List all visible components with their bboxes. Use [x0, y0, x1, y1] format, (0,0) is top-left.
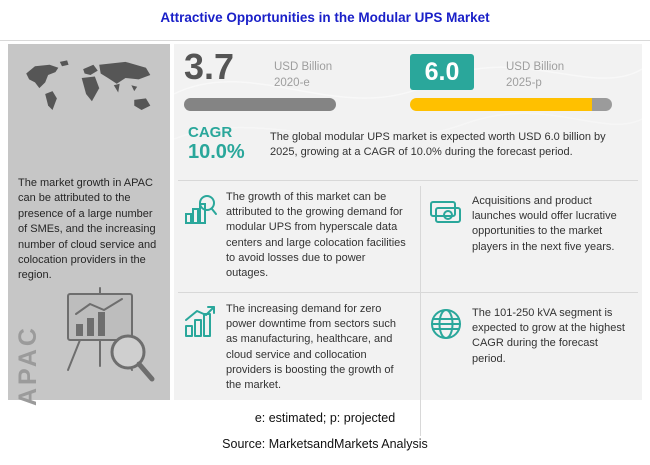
chart-magnifier-icon: [182, 192, 218, 228]
page-title: Attractive Opportunities in the Modular …: [160, 10, 490, 25]
growth-chart-icon: [182, 304, 218, 340]
market-size-projected-unit: USD Billion 2025-p: [506, 60, 564, 91]
divider: [178, 180, 638, 181]
source-note: Source: MarketsandMarkets Analysis: [222, 437, 428, 451]
divider: [420, 186, 421, 436]
cagr-value: 10.0%: [188, 141, 245, 163]
legend-note: e: estimated; p: projected: [254, 411, 396, 425]
banknotes-icon: [428, 194, 464, 230]
globe-icon: [428, 306, 464, 342]
market-stats-panel: 3.7 USD Billion 2020-e 6.0 USD Billion 2…: [174, 44, 642, 436]
unit-label: USD Billion: [506, 61, 565, 73]
region-label: APAC: [14, 325, 42, 406]
divider: [0, 40, 650, 41]
year-label: 2020-e: [274, 76, 310, 89]
insight-item: The 101-250 kVA segment is expected to g…: [472, 307, 625, 365]
projected-value-bar: [410, 98, 612, 111]
cagr-label: CAGR: [188, 124, 233, 141]
apac-panel: The market growth in APAC can be attribu…: [8, 44, 170, 406]
apac-description: The market growth in APAC can be attribu…: [18, 177, 157, 282]
world-map-icon: [16, 54, 162, 139]
market-size-projected: 6.0: [410, 54, 474, 90]
insight-item: The increasing demand for zero power dow…: [226, 303, 396, 391]
market-size-current: 3.7: [184, 46, 235, 87]
market-summary: The global modular UPS market is expecte…: [270, 131, 606, 159]
insight-item: Acquisitions and product launches would …: [472, 195, 617, 253]
year-label: 2025-p: [506, 76, 542, 89]
current-value-bar: [184, 98, 336, 111]
chart-easel-magnifier-illustration: [50, 286, 165, 396]
unit-label: USD Billion: [274, 61, 333, 73]
market-size-current-unit: USD Billion 2020-e: [274, 60, 332, 91]
divider: [178, 292, 638, 293]
insight-item: The growth of this market can be attribu…: [226, 191, 406, 279]
